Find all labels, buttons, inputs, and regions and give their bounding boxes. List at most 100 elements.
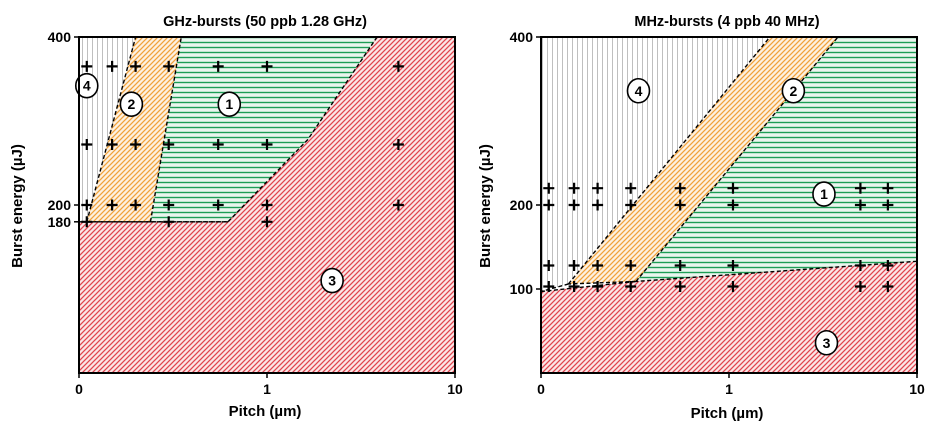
region-boundary xyxy=(567,36,771,285)
data-point xyxy=(81,139,93,151)
data-point xyxy=(674,182,686,194)
y-axis-label: Burst energy (µJ) xyxy=(9,144,26,268)
data-point xyxy=(592,280,604,292)
boundaries-layer xyxy=(79,36,378,223)
region-3-badge: 3 xyxy=(320,267,344,294)
badge-circle xyxy=(217,91,242,117)
data-point xyxy=(625,199,637,211)
data-point xyxy=(130,199,142,211)
data-point xyxy=(727,182,739,194)
data-point xyxy=(163,139,175,151)
y-tick-label: 100 xyxy=(510,281,534,297)
region-boundary xyxy=(540,283,569,293)
region-2-badge: 2 xyxy=(781,77,806,104)
data-point xyxy=(543,182,555,194)
y-axis-label: Burst energy (µJ) xyxy=(477,144,494,268)
data-point xyxy=(854,199,866,211)
data-point xyxy=(130,139,142,151)
badge-label: 1 xyxy=(225,96,233,112)
region-boundary xyxy=(635,36,839,282)
region-boundary xyxy=(540,280,637,293)
data-point xyxy=(727,199,739,211)
x-tick-label: 10 xyxy=(909,381,925,397)
x-tick-label: 0 xyxy=(537,381,545,397)
data-point xyxy=(625,182,637,194)
badge-circle xyxy=(320,267,344,294)
data-point xyxy=(882,182,894,194)
data-point xyxy=(163,216,175,228)
data-point xyxy=(543,280,555,292)
region-boundary xyxy=(635,260,918,283)
data-point xyxy=(592,259,604,271)
badge-circle xyxy=(812,181,836,207)
x-axis-label: Pitch (µm) xyxy=(691,405,764,422)
data-point xyxy=(81,199,93,211)
data-point xyxy=(568,199,580,211)
x-tick-label: 1 xyxy=(263,381,271,397)
region-boundary xyxy=(86,36,137,222)
region-1-badge: 1 xyxy=(217,91,242,117)
data-point xyxy=(163,199,175,211)
x-tick-label: 0 xyxy=(75,381,83,397)
region-labels-layer: 4 2 1 3 xyxy=(626,77,839,356)
region-boundary xyxy=(568,280,636,285)
data-point xyxy=(261,199,273,211)
region-labels-layer: 4 2 1 3 xyxy=(74,72,344,294)
chart-title: MHz-bursts (4 ppb 40 MHz) xyxy=(634,14,819,30)
data-point xyxy=(130,60,142,72)
data-point xyxy=(882,259,894,271)
y-tick-label: 180 xyxy=(48,214,72,230)
region-2-hatch xyxy=(568,37,838,284)
region-boundary xyxy=(149,36,182,222)
region-3-badge: 3 xyxy=(814,329,839,356)
data-point xyxy=(674,259,686,271)
data-point xyxy=(727,280,739,292)
badge-label: 1 xyxy=(820,186,828,202)
badge-label: 4 xyxy=(83,78,91,94)
region-1-badge: 1 xyxy=(812,181,836,207)
data-point xyxy=(81,60,93,72)
badge-label: 4 xyxy=(635,83,643,99)
badge-label: 3 xyxy=(823,335,831,351)
badge-label: 3 xyxy=(328,273,336,289)
region-2-badge: 2 xyxy=(119,91,144,117)
data-point xyxy=(392,60,404,72)
mhz-bursts-panel: MHz-bursts (4 ppb 40 MHz) 4 2 1 3 0 1 10 400 20… xyxy=(477,14,925,422)
badge-label: 2 xyxy=(128,96,136,112)
data-point xyxy=(592,182,604,194)
chart-title: GHz-bursts (50 ppb 1.28 GHz) xyxy=(163,14,367,30)
ticks-layer: 0 1 10 400 200 100 xyxy=(510,29,925,397)
data-point xyxy=(261,60,273,72)
data-point xyxy=(568,259,580,271)
data-point xyxy=(882,280,894,292)
y-tick-label: 200 xyxy=(510,197,534,213)
data-point xyxy=(261,216,273,228)
region-4-badge: 4 xyxy=(626,77,651,104)
data-point xyxy=(212,139,224,151)
ghz-bursts-panel: GHz-bursts (50 ppb 1.28 GHz) 4 2 1 3 0 1 10 40… xyxy=(9,14,463,420)
region-1-hatch xyxy=(150,37,378,222)
badge-circle xyxy=(781,77,806,104)
data-point xyxy=(81,216,93,228)
data-point xyxy=(854,259,866,271)
markers-layer xyxy=(543,182,894,292)
badge-circle xyxy=(119,91,144,117)
data-point xyxy=(261,139,273,151)
data-point xyxy=(592,199,604,211)
data-point xyxy=(212,60,224,72)
data-point xyxy=(568,280,580,292)
data-point xyxy=(625,259,637,271)
badge-label: 2 xyxy=(789,83,797,99)
y-tick-label: 400 xyxy=(510,29,534,45)
data-point xyxy=(625,280,637,292)
data-point xyxy=(568,182,580,194)
region-boundary xyxy=(307,36,378,140)
data-point xyxy=(106,199,118,211)
badge-circle xyxy=(814,329,839,356)
data-point xyxy=(543,199,555,211)
data-point xyxy=(882,199,894,211)
data-point xyxy=(106,139,118,151)
x-axis-label: Pitch (µm) xyxy=(229,403,302,420)
